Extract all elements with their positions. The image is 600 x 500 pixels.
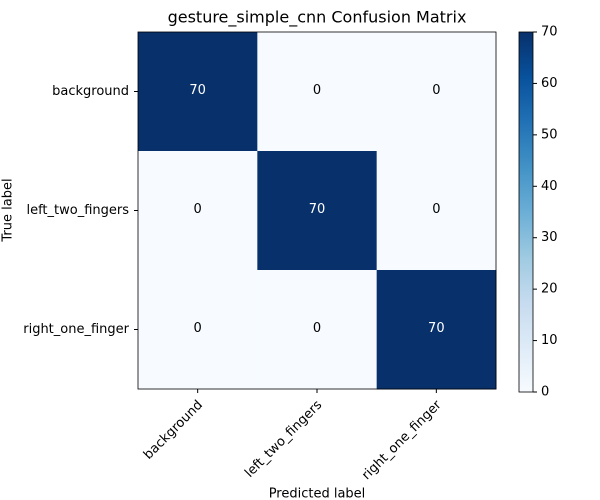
colorbar-tick-label: 70 — [541, 25, 558, 40]
cell-label: 0 — [432, 83, 440, 98]
cell — [138, 32, 258, 152]
cell-label: 70 — [428, 321, 445, 336]
colorbar — [518, 31, 534, 393]
cell — [138, 270, 258, 390]
cell-label: 0 — [313, 83, 321, 98]
cell — [257, 151, 378, 271]
cell — [257, 32, 378, 152]
cell — [376, 270, 497, 390]
cell-label: 70 — [309, 202, 326, 217]
x-tick-label: background — [141, 398, 206, 463]
cell — [257, 270, 378, 390]
colorbar-tick-label: 60 — [541, 76, 558, 91]
colorbar-tick-label: 50 — [541, 127, 558, 142]
colorbar-tick-label: 30 — [541, 230, 558, 245]
y-tick-label: left_two_fingers — [26, 203, 129, 218]
cell-label: 0 — [313, 321, 321, 336]
cell — [376, 32, 497, 152]
cell-label: 0 — [194, 321, 202, 336]
x-tick-label: right_one_finger — [359, 397, 445, 483]
cell — [376, 151, 497, 271]
colorbar-tick-label: 20 — [541, 282, 558, 297]
cell-label: 0 — [432, 202, 440, 217]
y-tick-label: right_one_finger — [23, 322, 129, 337]
colorbar-tick-label: 0 — [541, 385, 549, 400]
x-axis-label: Predicted label — [269, 487, 366, 500]
cell-label: 0 — [194, 202, 202, 217]
colorbar-tick-label: 10 — [541, 333, 558, 348]
x-tick-label: left_two_fingers — [242, 398, 325, 481]
y-axis-label: True label — [1, 178, 16, 242]
cell — [138, 151, 258, 271]
cell-label: 70 — [189, 83, 206, 98]
chart-title: gesture_simple_cnn Confusion Matrix — [168, 8, 467, 28]
y-tick-label: background — [52, 84, 129, 99]
colorbar-tick-label: 40 — [541, 179, 558, 194]
